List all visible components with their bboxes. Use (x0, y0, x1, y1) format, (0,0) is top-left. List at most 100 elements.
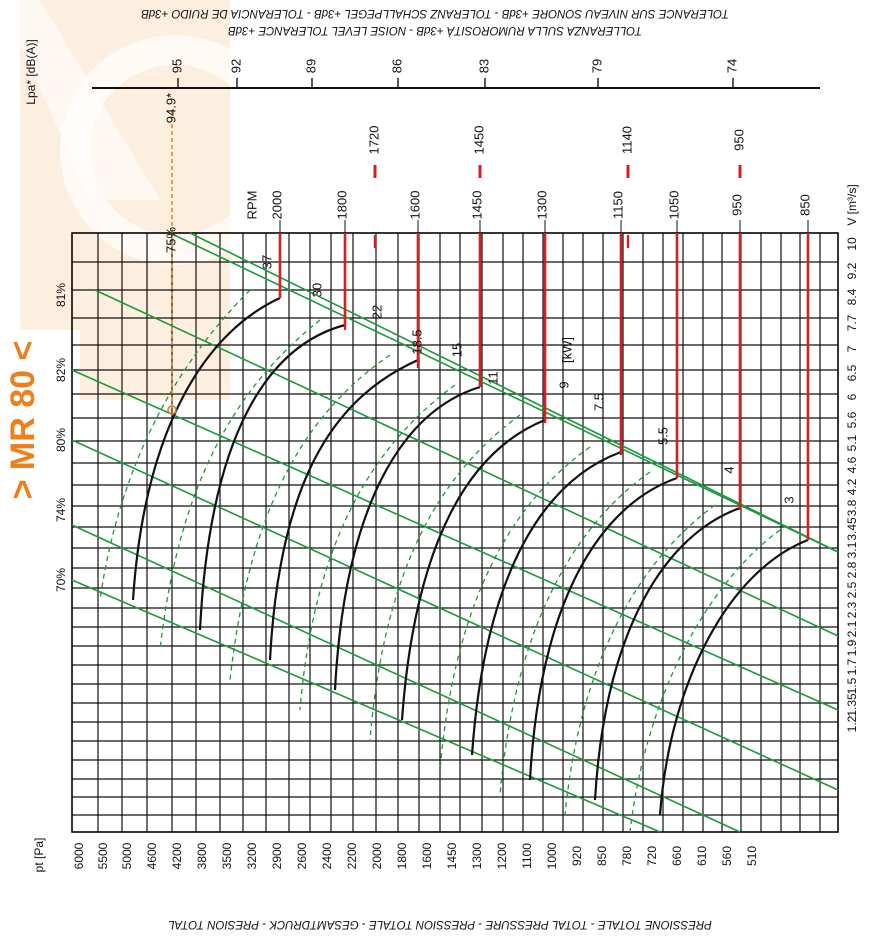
power-label: 11 (485, 371, 500, 385)
rpm-label: 1600 (407, 191, 422, 220)
flow-tick-label: 1.7 (845, 658, 859, 675)
pressure-tick-label: 1200 (495, 842, 509, 869)
bottom-note: PRESSIONE TOTALE - TOTAL PRESSURE - PRES… (168, 918, 712, 930)
pressure-tick-label: 2400 (320, 842, 334, 869)
top-note-2: TOLLERANZA SULLA RUMOROSITÀ +3dB - NOISE… (228, 24, 642, 37)
power-label: 18.5 (409, 329, 424, 354)
iso-efficiency-line (189, 232, 839, 553)
pressure-tick-label: 5500 (96, 842, 110, 869)
lpa-tick-label: 83 (476, 59, 491, 73)
pressure-tick-label: 2200 (345, 842, 359, 869)
flow-axis-label: V [m³/s] (845, 184, 859, 225)
operating-efficiency-label: 75% (163, 227, 178, 253)
flow-tick-label: 1.2 (845, 715, 859, 732)
operating-point-marker (167, 405, 177, 415)
iso-efficiency-line (71, 369, 839, 711)
grid (71, 78, 839, 833)
rpm-curve (470, 450, 622, 756)
efficiency-curve (629, 529, 781, 833)
flow-tick-label: 10 (845, 237, 859, 251)
pressure-tick-label: 1100 (520, 843, 534, 869)
flow-tick-label: 6.5 (845, 364, 859, 381)
lpa-tick-label: 89 (303, 59, 318, 73)
flow-tick-label: 7.7 (845, 314, 859, 331)
flow-tick-label: 3.1 (845, 541, 859, 558)
operating-lpa-label: 94.9* (163, 93, 178, 123)
iso-efficiency-lines (71, 232, 839, 833)
flow-tick-label: 8.4 (845, 288, 859, 305)
power-label: 30 (309, 283, 324, 297)
flow-tick-label: 4.6 (845, 456, 859, 473)
flow-tick-label: 6 (845, 393, 859, 400)
efficiency-label: 80% (54, 428, 68, 452)
rpm-curve (593, 506, 741, 801)
pressure-tick-label: 1800 (395, 842, 409, 869)
efficiency-curve (499, 471, 651, 796)
rpm-curve (198, 323, 346, 631)
power-label: 7.5 (591, 393, 606, 411)
rpm-curve (131, 296, 281, 601)
pressure-tick-label: 2900 (270, 842, 284, 869)
pressure-tick-label: 3800 (195, 842, 209, 869)
flow-tick-label: 2.5 (845, 581, 859, 598)
flow-tick-label: 5.6 (845, 411, 859, 428)
rpm-curve (268, 358, 419, 661)
pressure-tick-label: 6000 (72, 842, 86, 869)
rpm-lines (278, 165, 810, 540)
lpa-tick-label: 79 (589, 59, 604, 73)
rpm-curve (333, 385, 481, 691)
lpa-rpm-label: 1140 (619, 126, 634, 154)
flow-tick-label: 2.8 (845, 561, 859, 578)
pressure-tick-label: 510 (745, 846, 759, 866)
lpa-rpm-label: 1720 (366, 126, 381, 155)
flow-tick-label: 7 (845, 345, 859, 352)
pressure-tick-label: 920 (570, 846, 584, 866)
power-label: 3 (781, 496, 796, 503)
flow-tick-label: 5.1 (845, 434, 859, 451)
lpa-rpm-label: 1450 (471, 126, 486, 155)
power-label: 15 (449, 343, 464, 357)
rpm-label: 1150 (610, 191, 625, 219)
rpm-label: 2000 (269, 191, 284, 220)
lpa-tick-label: 92 (228, 59, 243, 73)
rpm-label: 1450 (469, 191, 484, 220)
lpa-tick-label: 74 (724, 59, 739, 73)
rpm-label: 1300 (534, 191, 549, 220)
rpm-label: 1050 (666, 191, 681, 220)
pressure-tick-label: 850 (595, 846, 609, 866)
efficiency-label: 81% (54, 283, 68, 307)
pressure-axis-label: pt [Pa] (32, 838, 46, 873)
lpa-axis-label: Lpa* [dB(A)] (24, 39, 38, 104)
pressure-tick-label: 2000 (370, 842, 384, 869)
rpm-label: 850 (797, 194, 812, 216)
brand-mark: > MR 80 < (4, 341, 42, 500)
flow-tick-label: 1.35 (845, 693, 859, 717)
efficiency-curve (439, 446, 591, 771)
power-label: 9 (556, 381, 571, 388)
rpm-curve (528, 476, 678, 781)
efficiency-curve (99, 289, 251, 601)
pressure-tick-label: 560 (720, 846, 734, 866)
rpm-label: 950 (729, 194, 744, 216)
pressure-tick-label: 720 (645, 846, 659, 866)
pressure-tick-label: 5000 (120, 842, 134, 869)
pressure-tick-label: 3200 (245, 842, 259, 869)
pressure-tick-label: 2600 (295, 842, 309, 869)
rpm-axis-label: RPM (244, 191, 259, 220)
iso-efficiency-line (169, 232, 839, 553)
efficiency-label: 82% (54, 358, 68, 382)
efficiency-curve (564, 504, 716, 816)
power-label: 5.5 (655, 427, 670, 445)
flow-tick-label: 1.9 (845, 639, 859, 656)
iso-efficiency-line (71, 579, 661, 833)
lpa-rpm-label: 950 (731, 129, 746, 151)
efficiency-curve (369, 414, 521, 741)
rpm-label: 1800 (334, 191, 349, 220)
power-label: 37 (259, 255, 274, 269)
flow-tick-label: 9.2 (845, 262, 859, 279)
flow-tick-label: 1.5 (845, 677, 859, 694)
pressure-tick-label: 4600 (145, 842, 159, 869)
pressure-tick-label: 610 (695, 846, 709, 866)
rpm-curve (400, 418, 546, 721)
